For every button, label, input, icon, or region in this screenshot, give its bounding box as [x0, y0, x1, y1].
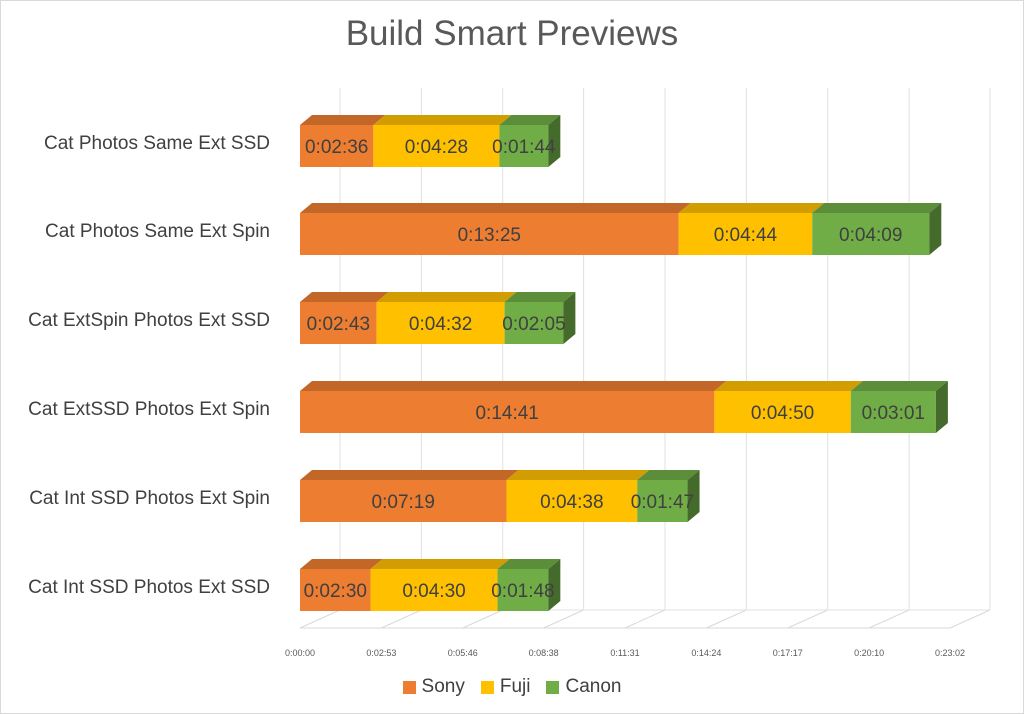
floor-gridline — [949, 609, 991, 629]
bar-top-canon — [497, 559, 561, 569]
category-label: Cat Int SSD Photos Ext Spin — [29, 488, 270, 509]
chart-title: Build Smart Previews — [345, 14, 679, 53]
bar-top-canon — [504, 292, 576, 302]
bar-side-canon — [563, 292, 576, 344]
legend-item-canon: Canon — [546, 676, 621, 698]
bar-side-canon — [548, 559, 561, 611]
bar-fuji — [714, 391, 851, 433]
bar-side-canon — [929, 203, 942, 255]
category-label: Cat Int SSD Photos Ext SSD — [28, 577, 270, 598]
floor-gridline — [462, 609, 503, 629]
data-label: 0:04:32 — [409, 314, 472, 335]
bar-top-sony — [300, 470, 519, 480]
legend-swatch — [480, 680, 494, 694]
bar-fuji — [373, 125, 500, 167]
bar-sony — [300, 480, 507, 522]
x-tick-label: 0:17:17 — [773, 648, 803, 658]
data-label: 0:02:36 — [305, 137, 368, 158]
floor-gridline — [787, 609, 828, 629]
data-label: 0:01:48 — [491, 581, 554, 602]
data-label: 0:04:30 — [402, 581, 465, 602]
data-label: 0:01:44 — [492, 137, 556, 158]
bar-fuji — [678, 213, 813, 255]
category-label: Cat Photos Same Ext SSD — [44, 133, 270, 154]
bar-top-canon — [637, 470, 700, 480]
x-tick-label: 0:11:31 — [610, 648, 639, 658]
legend: Sony Fuji Canon — [0, 676, 1024, 698]
bar-top-fuji — [714, 381, 863, 391]
legend-label: Canon — [565, 676, 622, 697]
bar-canon — [637, 480, 688, 522]
bar-fuji — [506, 480, 638, 522]
bar-fuji — [370, 569, 498, 611]
category-label: Cat ExtSSD Photos Ext Spin — [28, 399, 270, 420]
bar-top-fuji — [370, 559, 510, 569]
bar-side-canon — [687, 470, 700, 522]
x-tick-label: 0:00:00 — [285, 648, 315, 658]
legend-label: Sony — [421, 676, 465, 697]
legend-item-sony: Sony — [402, 676, 465, 698]
data-label: 0:02:43 — [307, 314, 370, 335]
bar-canon — [497, 569, 549, 611]
bar-top-sony — [300, 203, 691, 213]
bar-sony — [300, 569, 371, 611]
data-label: 0:04:28 — [405, 137, 468, 158]
category-label: Cat Photos Same Ext Spin — [45, 221, 270, 242]
bar-sony — [300, 302, 377, 344]
legend-swatch — [402, 680, 416, 694]
x-tick-label: 0:23:02 — [935, 648, 965, 658]
floor-gridline — [381, 609, 422, 629]
bar-top-sony — [300, 559, 383, 569]
data-label: 0:03:01 — [862, 403, 925, 424]
bar-sony — [300, 125, 374, 167]
x-tick-label: 0:05:46 — [448, 648, 478, 658]
floor-gridline — [706, 609, 747, 629]
floor-gridline — [624, 609, 666, 629]
category-label: Cat ExtSpin Photos Ext SSD — [28, 310, 270, 331]
bar-canon — [499, 125, 549, 167]
bar-canon — [812, 213, 930, 255]
data-label: 0:02:30 — [304, 581, 367, 602]
x-tick-label: 0:02:53 — [366, 648, 396, 658]
data-label: 0:01:47 — [631, 492, 694, 513]
bar-top-sony — [300, 292, 389, 302]
bar-top-sony — [300, 381, 727, 391]
bar-top-canon — [499, 115, 561, 125]
bar-side-canon — [548, 115, 561, 167]
bar-side-canon — [935, 381, 948, 433]
x-tick-label: 0:20:10 — [854, 648, 884, 658]
data-label: 0:07:19 — [372, 492, 435, 513]
bar-sony — [300, 213, 679, 255]
bar-top-sony — [300, 115, 386, 125]
bar-top-fuji — [678, 203, 825, 213]
bar-sony — [300, 391, 715, 433]
bar-fuji — [376, 302, 505, 344]
bar-canon — [850, 391, 936, 433]
data-label: 0:13:25 — [458, 225, 521, 246]
data-label: 0:14:41 — [475, 403, 538, 424]
bar-top-fuji — [373, 115, 512, 125]
floor-gridline — [543, 609, 584, 629]
bar-canon — [504, 302, 564, 344]
bar-top-fuji — [506, 470, 650, 480]
bar-top-canon — [812, 203, 942, 213]
x-tick-label: 0:08:38 — [529, 648, 559, 658]
bar-top-fuji — [376, 292, 517, 302]
data-label: 0:04:44 — [714, 225, 778, 246]
bar-top-canon — [850, 381, 948, 391]
data-label: 0:02:05 — [502, 314, 565, 335]
floor-gridline — [868, 609, 910, 629]
legend-label: Fuji — [499, 676, 531, 697]
legend-swatch — [546, 680, 560, 694]
legend-item-fuji: Fuji — [480, 676, 531, 698]
data-label: 0:04:38 — [540, 492, 603, 513]
x-tick-label: 0:14:24 — [691, 648, 721, 658]
data-label: 0:04:09 — [839, 225, 902, 246]
floor-gridline — [299, 609, 341, 629]
data-label: 0:04:50 — [751, 403, 814, 424]
